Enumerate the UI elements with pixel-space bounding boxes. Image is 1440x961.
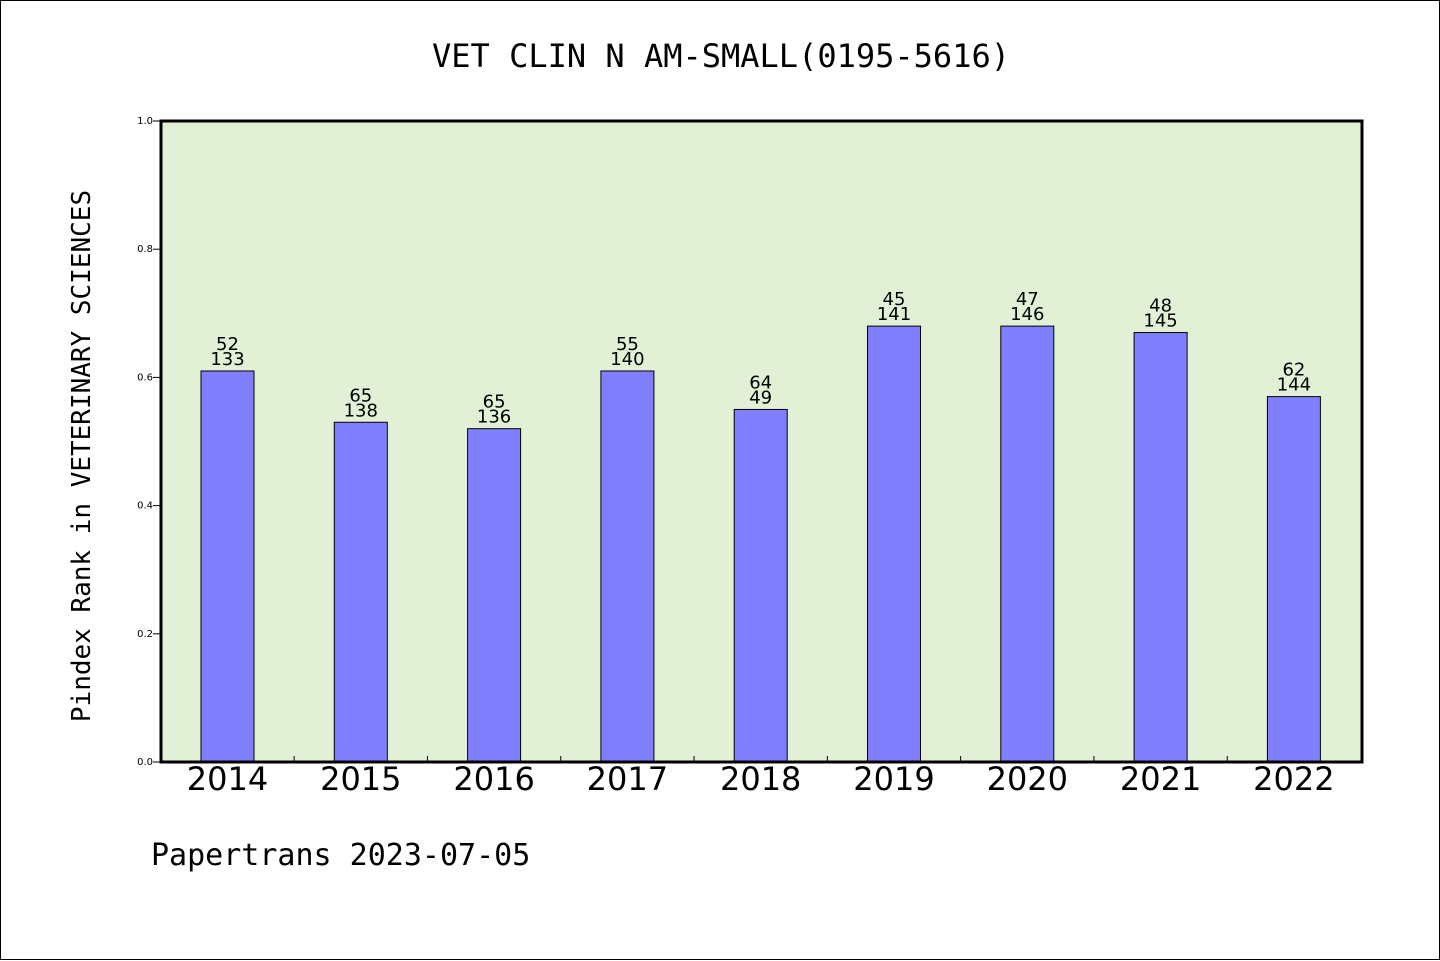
y-tick-label: 0.0 <box>137 757 153 768</box>
bar-2020 <box>1000 325 1055 763</box>
bar-2018 <box>733 408 788 763</box>
bar-2021 <box>1133 332 1188 763</box>
bar-label-bottom: 144 <box>1277 375 1311 396</box>
y-tick-label: 0.2 <box>137 629 153 640</box>
y-tick-label: 1.0 <box>137 116 153 127</box>
x-tick-label: 2016 <box>453 760 534 798</box>
bar-label-top: 55 <box>616 334 639 355</box>
bar-label-bottom: 141 <box>877 304 911 325</box>
x-tick-label: 2014 <box>187 760 268 798</box>
bars <box>200 325 1321 763</box>
bar-label-top: 65 <box>483 392 506 413</box>
bar-2016 <box>467 428 522 763</box>
bar-2019 <box>867 325 921 763</box>
footer-credit: Papertrans 2023-07-05 <box>151 838 530 873</box>
bar-label-top: 65 <box>349 385 372 406</box>
y-tick-label: 0.8 <box>137 244 153 255</box>
bar-label-top: 48 <box>1149 296 1172 317</box>
data-labels: 5213320146513820156513620165514020176449… <box>187 289 1335 798</box>
bar-2022 <box>1266 396 1321 763</box>
bar-label-bottom: 138 <box>344 400 378 421</box>
bar-label-bottom: 136 <box>477 407 511 428</box>
bar-2014 <box>200 370 255 763</box>
bar-label-top: 52 <box>216 334 239 355</box>
y-axis-label: Pindex Rank in VETERINARY SCIENCES <box>67 190 97 722</box>
y-tick-label: 0.4 <box>137 501 153 512</box>
bar-2015 <box>333 421 388 763</box>
bar-2017 <box>600 370 655 763</box>
bar-label-top: 64 <box>749 372 772 393</box>
x-tick-label: 2019 <box>853 760 934 798</box>
x-tick-label: 2017 <box>587 760 668 798</box>
x-tick-label: 2021 <box>1120 760 1201 798</box>
x-tick-label: 2015 <box>320 760 401 798</box>
chart-title: VET CLIN N AM-SMALL(0195-5616) <box>432 37 1010 75</box>
bar-label-bottom: 140 <box>610 349 644 370</box>
x-tick-label: 2020 <box>987 760 1068 798</box>
x-tick-label: 2022 <box>1253 760 1334 798</box>
bar-label-bottom: 146 <box>1010 304 1044 325</box>
bar-label-bottom: 145 <box>1143 311 1177 332</box>
bar-label-top: 62 <box>1282 360 1305 381</box>
bar-label-bottom: 49 <box>749 387 772 408</box>
bar-label-bottom: 133 <box>210 349 244 370</box>
bar-label-top: 45 <box>883 289 906 310</box>
y-tick-label: 0.6 <box>137 372 153 383</box>
plot-border <box>159 119 1364 764</box>
x-tick-label: 2018 <box>720 760 801 798</box>
bar-label-top: 47 <box>1016 289 1039 310</box>
